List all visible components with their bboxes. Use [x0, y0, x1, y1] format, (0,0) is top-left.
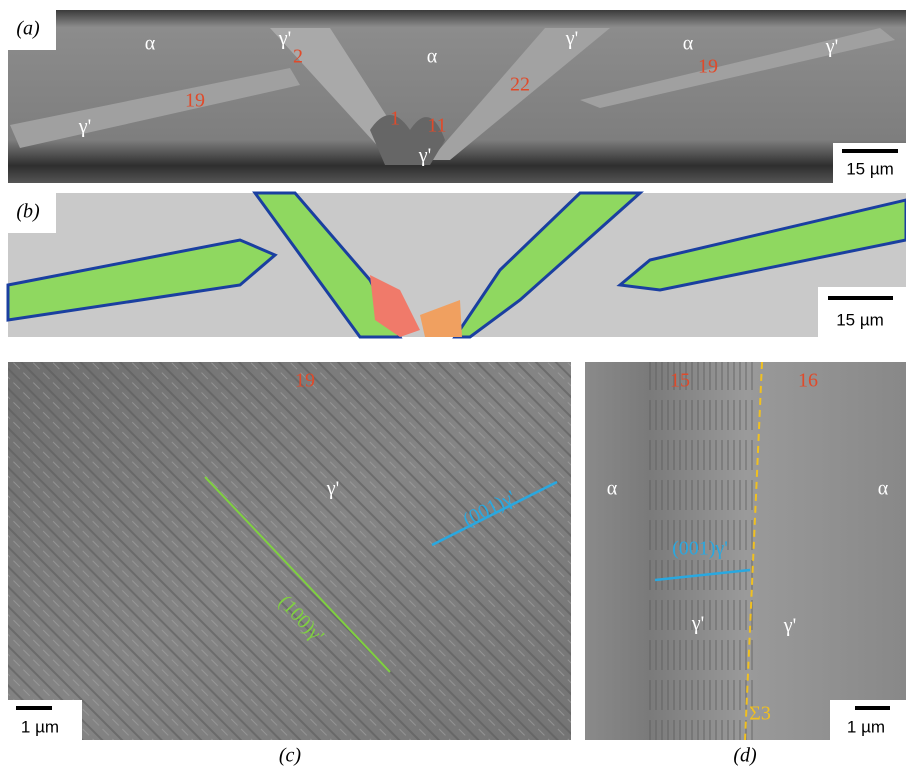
scale-label: 15 µm: [836, 310, 884, 329]
texture: [8, 362, 571, 740]
annotation: 2: [293, 46, 303, 68]
panel-label: (a): [16, 18, 40, 40]
annotation: γ': [691, 613, 704, 635]
annotation: γ': [78, 116, 91, 138]
panel-a: (a) 15 µm: [8, 10, 906, 183]
annotation: α: [683, 33, 694, 55]
annotation: γ': [326, 478, 339, 500]
panel-caption: (d): [733, 745, 757, 767]
scale-label: 1 µm: [847, 717, 885, 736]
annotation: γ': [565, 28, 578, 50]
annotation: γ': [278, 28, 291, 50]
annotation: 19: [185, 90, 205, 112]
panel-b: (b) 15 µm: [8, 193, 906, 337]
annotation: 11: [427, 115, 446, 137]
panel-caption: (c): [279, 745, 302, 767]
annotation: Σ3: [749, 703, 771, 725]
panel-d: 1 µm (d): [585, 362, 906, 767]
annotation: α: [607, 478, 618, 500]
annotation: α: [427, 46, 438, 68]
annotation: 1: [390, 108, 400, 130]
annotation: 19: [698, 56, 718, 78]
annotation: α: [145, 33, 156, 55]
annotation: (001)γ': [672, 538, 728, 560]
panel-c: 1 µm (c): [8, 362, 571, 767]
annotation: γ': [783, 615, 796, 637]
annotation: γ': [825, 36, 838, 58]
annotation: 22: [510, 74, 530, 96]
annotation: 15: [670, 370, 690, 392]
annotation: 16: [798, 370, 818, 392]
annotation: α: [878, 478, 889, 500]
annotation: γ': [418, 145, 431, 167]
panel-label: (b): [16, 201, 40, 223]
scale-label: 1 µm: [21, 717, 59, 736]
figure: (a) 15 µm (b) 15 µm 1 µm (c): [0, 0, 906, 769]
scale-label: 15 µm: [846, 159, 894, 178]
annotation: 19: [295, 370, 315, 392]
micrograph: [8, 10, 906, 183]
